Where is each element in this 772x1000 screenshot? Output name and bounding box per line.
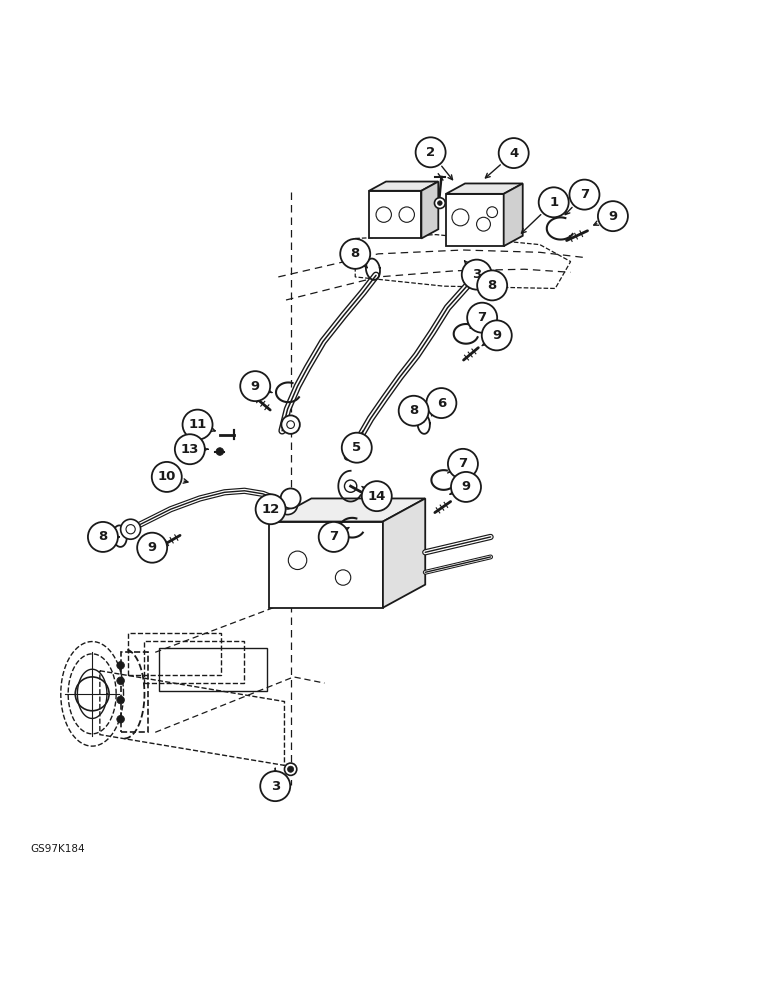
- Polygon shape: [269, 498, 425, 522]
- Circle shape: [462, 260, 492, 290]
- Polygon shape: [422, 182, 438, 238]
- Text: 6: 6: [437, 397, 446, 410]
- Circle shape: [174, 434, 205, 464]
- Circle shape: [117, 677, 124, 685]
- Polygon shape: [369, 191, 422, 238]
- Text: 7: 7: [478, 311, 486, 324]
- Circle shape: [137, 533, 168, 563]
- Circle shape: [598, 201, 628, 231]
- Circle shape: [117, 662, 124, 669]
- Circle shape: [438, 201, 442, 205]
- Text: 2: 2: [426, 146, 435, 159]
- Circle shape: [240, 371, 270, 401]
- Circle shape: [260, 771, 290, 801]
- Circle shape: [435, 198, 445, 208]
- Circle shape: [117, 696, 124, 704]
- Circle shape: [340, 239, 371, 269]
- Text: 3: 3: [472, 268, 482, 281]
- Circle shape: [216, 448, 224, 455]
- Text: 3: 3: [271, 780, 280, 793]
- Circle shape: [342, 433, 372, 463]
- Polygon shape: [446, 194, 503, 246]
- Text: 7: 7: [329, 530, 338, 543]
- Text: 8: 8: [409, 404, 418, 417]
- Circle shape: [570, 180, 600, 210]
- Text: 1: 1: [549, 196, 558, 209]
- Text: 7: 7: [459, 457, 468, 470]
- Text: 11: 11: [188, 418, 207, 431]
- Text: 12: 12: [262, 503, 279, 516]
- Polygon shape: [446, 183, 523, 194]
- Circle shape: [398, 396, 428, 426]
- Circle shape: [287, 766, 293, 772]
- Text: 13: 13: [181, 443, 199, 456]
- Polygon shape: [269, 522, 383, 608]
- Circle shape: [451, 472, 481, 502]
- Text: 5: 5: [352, 441, 361, 454]
- Text: 4: 4: [509, 147, 518, 160]
- Circle shape: [362, 481, 391, 511]
- Circle shape: [88, 522, 118, 552]
- Circle shape: [256, 494, 286, 524]
- Circle shape: [415, 137, 445, 167]
- Circle shape: [448, 449, 478, 479]
- Circle shape: [280, 488, 300, 508]
- Text: GS97K184: GS97K184: [31, 844, 85, 854]
- Circle shape: [539, 187, 569, 217]
- Text: 9: 9: [493, 329, 501, 342]
- Polygon shape: [369, 182, 438, 191]
- Polygon shape: [503, 183, 523, 246]
- Circle shape: [281, 415, 300, 434]
- Circle shape: [499, 138, 529, 168]
- Text: 8: 8: [488, 279, 496, 292]
- Text: 9: 9: [608, 210, 618, 223]
- Circle shape: [182, 410, 212, 440]
- Text: 14: 14: [367, 490, 386, 503]
- Circle shape: [467, 303, 497, 333]
- Circle shape: [284, 763, 296, 775]
- Text: 10: 10: [157, 470, 176, 483]
- Text: 8: 8: [350, 247, 360, 260]
- Polygon shape: [383, 498, 425, 608]
- Text: 9: 9: [147, 541, 157, 554]
- Circle shape: [426, 388, 456, 418]
- Circle shape: [120, 519, 141, 539]
- Circle shape: [152, 462, 181, 492]
- Text: 9: 9: [462, 480, 471, 493]
- Text: 7: 7: [580, 188, 589, 201]
- Text: 8: 8: [98, 530, 107, 543]
- Circle shape: [319, 522, 349, 552]
- Circle shape: [278, 495, 297, 515]
- Circle shape: [117, 715, 124, 723]
- Circle shape: [477, 270, 507, 300]
- Text: 9: 9: [251, 380, 260, 393]
- Circle shape: [482, 320, 512, 350]
